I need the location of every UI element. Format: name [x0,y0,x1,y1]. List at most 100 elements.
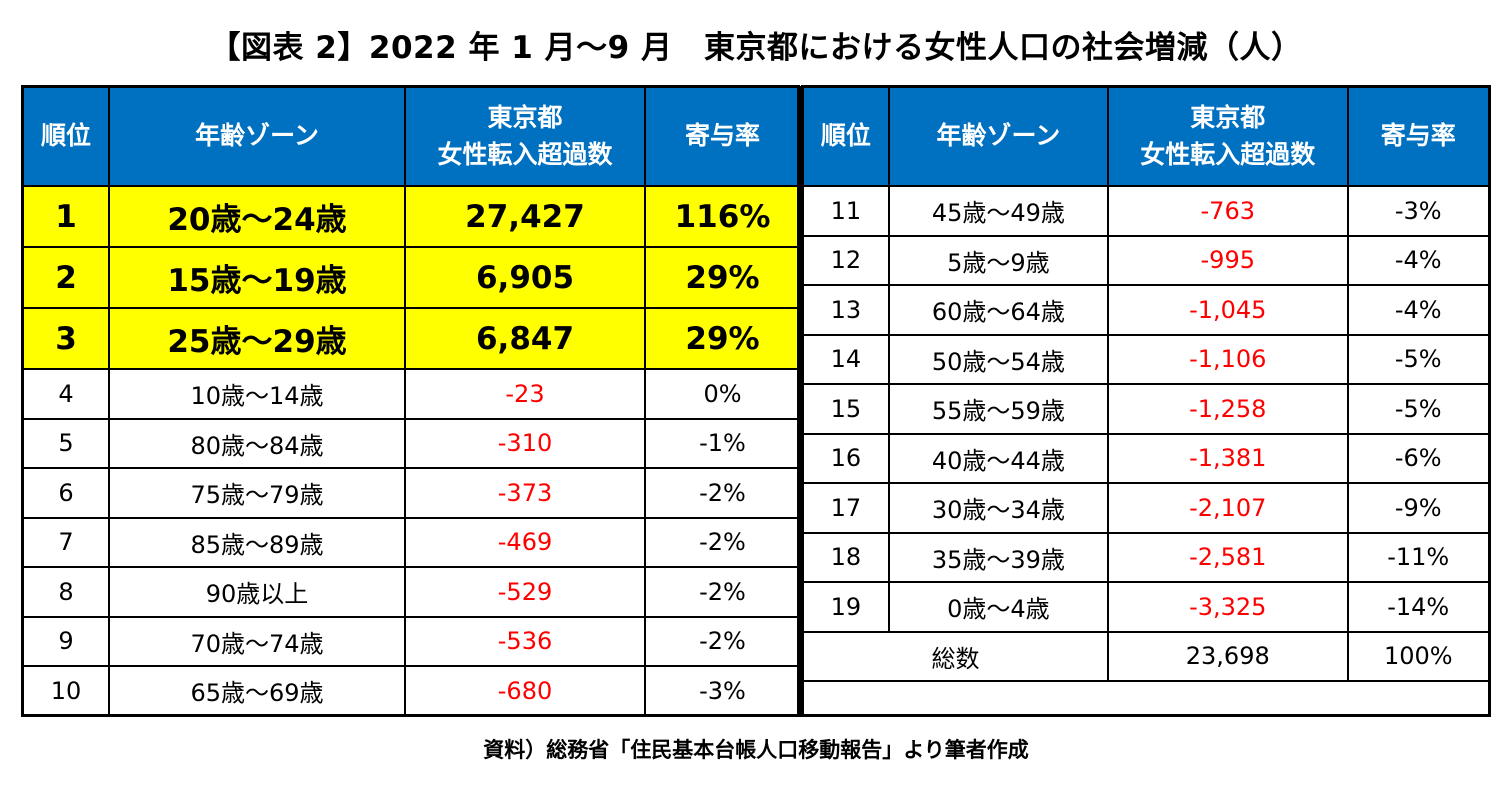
header-net-inflow-line1: 東京都 [1190,103,1266,133]
rank-cell: 7 [22,516,110,568]
age-zone-cell: 50歳～54歳 [887,333,1110,385]
net-inflow-cell: -310 [404,417,646,469]
net-inflow-cell: -1,045 [1107,284,1349,336]
contribution-cell: -2% [644,516,801,568]
net-inflow-cell: 27,427 [404,185,646,248]
net-inflow-cell: -373 [404,467,646,519]
header-net-inflow-line2: 女性転入超過数 [1140,139,1316,169]
table-row: 4 10歳～14歳 -23 0% [22,368,801,420]
header-rank: 順位 [802,86,890,187]
rank-cell: 1 [22,185,110,248]
rank-cell: 9 [22,615,110,667]
rank-cell: 3 [22,307,110,370]
total-rate-cell: 100% [1346,630,1490,682]
contribution-cell: -1% [644,417,801,469]
age-zone-cell: 85歳～89歳 [108,516,406,568]
net-inflow-cell: -2,581 [1107,531,1349,583]
table-row: 12 5歳～9歳 -995 -4% [802,234,1490,286]
net-inflow-cell: -3,325 [1107,581,1349,633]
contribution-cell: -2% [644,615,801,667]
rank-cell: 6 [22,467,110,519]
contribution-cell: 0% [644,368,801,420]
table-row: 1 20歳～24歳 27,427 116% [22,185,801,248]
contribution-cell: -6% [1346,432,1490,484]
header-contribution: 寄与率 [644,86,801,187]
contribution-cell: -5% [1346,383,1490,435]
table-row: 3 25歳～29歳 6,847 29% [22,307,801,370]
net-inflow-cell: -529 [404,566,646,618]
contribution-cell: -3% [1346,185,1490,237]
header-age-zone: 年齢ゾーン [887,86,1110,187]
contribution-cell: 29% [644,246,801,309]
age-zone-cell: 45歳～49歳 [887,185,1110,237]
rank-cell: 8 [22,566,110,618]
net-inflow-cell: -1,106 [1107,333,1349,385]
net-inflow-cell: -995 [1107,234,1349,286]
net-inflow-cell: -469 [404,516,646,568]
table-row: 15 55歳～59歳 -1,258 -5% [802,383,1490,435]
rank-cell: 4 [22,368,110,420]
page-title: 【図表 2】2022 年 1 月～9 月 東京都における女性人口の社会増減（人） [209,30,1303,66]
rank-cell: 11 [802,185,890,237]
age-zone-cell: 55歳～59歳 [887,383,1110,435]
age-zone-cell: 40歳～44歳 [887,432,1110,484]
total-row: 総数 23,698 100% [801,630,1490,682]
contribution-cell: -9% [1346,482,1490,534]
age-zone-cell: 10歳～14歳 [108,368,406,420]
rank-cell: 18 [802,531,890,583]
header-net-inflow: 東京都女性転入超過数 [404,86,646,187]
table-row: 7 85歳～89歳 -469 -2% [22,516,801,568]
table-row: 13 60歳～64歳 -1,045 -4% [802,284,1490,336]
contribution-cell: -4% [1346,284,1490,336]
age-zone-cell: 30歳～34歳 [887,482,1110,534]
table-row: 2 15歳～19歳 6,905 29% [22,246,801,309]
header-contribution: 寄与率 [1346,86,1490,187]
age-zone-cell: 15歳～19歳 [108,246,406,309]
total-label-cell: 総数 [801,630,1110,682]
header-rank: 順位 [22,86,110,187]
contribution-cell: -3% [644,665,801,717]
net-inflow-cell: 6,905 [404,246,646,309]
net-inflow-cell: -1,258 [1107,383,1349,435]
table-row: 14 50歳～54歳 -1,106 -5% [802,333,1490,385]
table-row: 19 0歳～4歳 -3,325 -14% [802,581,1490,633]
rank-cell: 17 [802,482,890,534]
table-row: 17 30歳～34歳 -2,107 -9% [802,482,1490,534]
source-note: 資料）総務省「住民基本台帳人口移動報告」より筆者作成 [483,738,1029,762]
rank-cell: 10 [22,665,110,717]
contribution-cell: -2% [644,566,801,618]
table-body-right: 11 45歳～49歳 -763 -3% 12 5歳～9歳 -995 -4% 13 60歳～64歳 -… [801,185,1490,682]
age-zone-cell: 0歳～4歳 [887,581,1110,633]
net-inflow-cell: -680 [404,665,646,717]
table-row: 6 75歳～79歳 -373 -2% [22,467,801,519]
table-row: 16 40歳～44歳 -1,381 -6% [802,432,1490,484]
contribution-cell: 116% [644,185,801,248]
age-zone-cell: 80歳～84歳 [108,417,406,469]
net-inflow-cell: -2,107 [1107,482,1349,534]
net-inflow-cell: -1,381 [1107,432,1349,484]
table-row: 18 35歳～39歳 -2,581 -11% [802,531,1490,583]
age-zone-cell: 70歳～74歳 [108,615,406,667]
rank-cell: 19 [802,581,890,633]
table-row: 8 90歳以上 -529 -2% [22,566,801,618]
net-inflow-cell: 6,847 [404,307,646,370]
rank-cell: 16 [802,432,890,484]
age-zone-cell: 90歳以上 [108,566,406,618]
table-row: 9 70歳～74歳 -536 -2% [22,615,801,667]
net-inflow-cell: -763 [1107,185,1349,237]
age-zone-cell: 60歳～64歳 [887,284,1110,336]
table-body-left: 1 20歳～24歳 27,427 116% 2 15歳～19歳 6,905 29% 3 25歳～2… [22,185,801,717]
header-net-inflow-line1: 東京都 [487,103,563,133]
table-row: 5 80歳～84歳 -310 -1% [22,417,801,469]
age-zone-cell: 65歳～69歳 [108,665,406,717]
age-zone-cell: 35歳～39歳 [887,531,1110,583]
rank-cell: 14 [802,333,890,385]
net-inflow-cell: -536 [404,615,646,667]
header-net-inflow-line2: 女性転入超過数 [437,139,613,169]
rank-cell: 2 [22,246,110,309]
table-row: 10 65歳～69歳 -680 -3% [22,665,801,717]
header-net-inflow: 東京都女性転入超過数 [1107,86,1349,187]
rank-cell: 12 [802,234,890,286]
age-zone-cell: 5歳～9歳 [887,234,1110,286]
ranking-table-frame: 順位 年齢ゾーン 東京都 女性転入超過数 寄与率 1 20歳～24歳 27,427 11… [21,85,1491,717]
